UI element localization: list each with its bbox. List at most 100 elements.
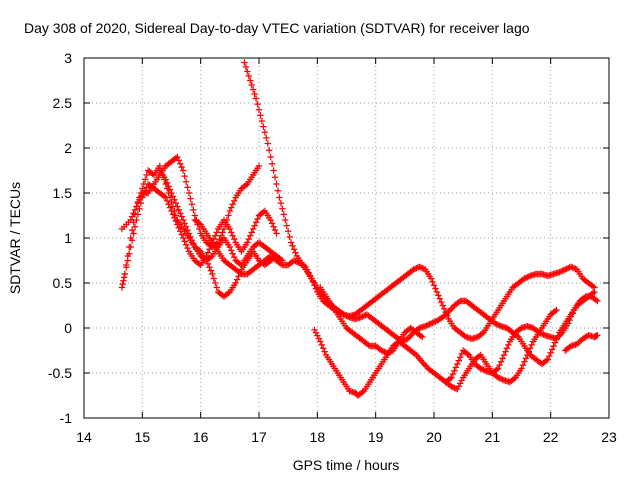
data-point bbox=[128, 226, 136, 234]
data-point bbox=[213, 240, 220, 247]
data-point bbox=[413, 264, 420, 272]
data-point bbox=[187, 233, 194, 241]
data-point bbox=[171, 196, 178, 203]
data-point bbox=[436, 295, 444, 302]
data-point bbox=[231, 235, 238, 243]
data-point bbox=[244, 239, 251, 246]
data-point bbox=[212, 279, 219, 287]
data-point bbox=[478, 330, 486, 337]
x-tick-label: 18 bbox=[310, 429, 326, 445]
data-point bbox=[419, 333, 426, 341]
data-point bbox=[426, 320, 433, 328]
x-axis-label: GPS time / hours bbox=[293, 457, 400, 473]
data-point bbox=[273, 230, 280, 237]
data-point bbox=[284, 228, 292, 235]
data-point bbox=[134, 198, 142, 206]
data-point bbox=[535, 329, 543, 336]
data-point bbox=[497, 375, 505, 383]
data-point bbox=[244, 68, 251, 75]
data-point bbox=[128, 213, 136, 220]
data-point bbox=[270, 167, 277, 174]
data-point bbox=[432, 285, 439, 292]
data-point bbox=[564, 264, 572, 272]
data-point bbox=[188, 237, 196, 244]
x-tick-label: 16 bbox=[193, 429, 209, 445]
data-point bbox=[229, 250, 236, 257]
series-track-1 bbox=[118, 153, 263, 291]
data-point bbox=[271, 174, 279, 181]
data-point bbox=[277, 199, 285, 207]
data-point bbox=[236, 269, 244, 277]
data-point bbox=[493, 366, 500, 373]
data-point bbox=[174, 221, 181, 228]
data-point bbox=[254, 100, 261, 108]
data-point bbox=[248, 229, 255, 236]
y-tick-label: 3 bbox=[64, 50, 72, 66]
data-point bbox=[343, 312, 350, 320]
data-point bbox=[528, 341, 535, 349]
data-point bbox=[538, 330, 546, 338]
data-point bbox=[168, 189, 175, 197]
data-point bbox=[207, 267, 215, 274]
data-point bbox=[494, 374, 502, 381]
data-point bbox=[168, 207, 175, 215]
data-point bbox=[290, 257, 298, 264]
data-point bbox=[446, 375, 454, 382]
data-point bbox=[166, 204, 174, 211]
data-point bbox=[464, 350, 471, 358]
y-tick-label: -1 bbox=[60, 410, 73, 426]
data-point bbox=[184, 244, 191, 252]
data-point bbox=[185, 189, 193, 197]
data-point bbox=[226, 243, 234, 251]
data-point bbox=[236, 260, 244, 268]
data-point bbox=[247, 232, 254, 239]
data-point bbox=[130, 230, 137, 237]
data-point bbox=[209, 270, 216, 278]
data-point bbox=[439, 302, 446, 309]
data-point bbox=[563, 265, 570, 273]
data-point bbox=[553, 335, 560, 342]
data-point bbox=[124, 257, 131, 264]
series-track-8 bbox=[317, 284, 598, 368]
data-point bbox=[287, 239, 295, 246]
data-point bbox=[187, 195, 194, 202]
data-point bbox=[174, 153, 181, 161]
data-point bbox=[280, 211, 287, 218]
data-point bbox=[581, 294, 588, 301]
data-point bbox=[175, 206, 182, 214]
data-point bbox=[381, 348, 388, 356]
data-point bbox=[449, 370, 457, 378]
data-point bbox=[503, 345, 511, 352]
grid bbox=[83, 57, 610, 419]
data-point bbox=[210, 235, 217, 243]
data-point bbox=[136, 205, 143, 212]
data-point bbox=[251, 90, 258, 98]
data-point bbox=[245, 72, 252, 80]
data-point bbox=[274, 187, 282, 194]
data-point bbox=[181, 172, 188, 180]
data-point bbox=[312, 329, 320, 336]
data-point bbox=[258, 117, 266, 125]
data-point bbox=[570, 264, 578, 272]
data-point bbox=[420, 265, 427, 273]
data-point bbox=[213, 284, 220, 291]
data-point bbox=[169, 193, 177, 200]
plot-frame bbox=[83, 57, 610, 419]
data-point bbox=[411, 350, 419, 358]
data-point bbox=[594, 332, 601, 339]
x-tick-label: 22 bbox=[543, 429, 559, 445]
data-point bbox=[127, 243, 134, 251]
series-track-6 bbox=[241, 59, 598, 342]
data-point bbox=[273, 180, 280, 188]
data-point bbox=[567, 313, 575, 320]
data-point bbox=[551, 307, 559, 315]
data-point bbox=[457, 380, 464, 387]
data-point bbox=[502, 348, 509, 355]
series-track-9 bbox=[442, 293, 601, 386]
data-point bbox=[422, 323, 429, 330]
x-tick-label: 14 bbox=[76, 429, 92, 445]
data-point bbox=[521, 358, 528, 365]
data-point bbox=[277, 260, 285, 268]
data-point bbox=[424, 321, 432, 329]
data-point bbox=[137, 189, 145, 197]
